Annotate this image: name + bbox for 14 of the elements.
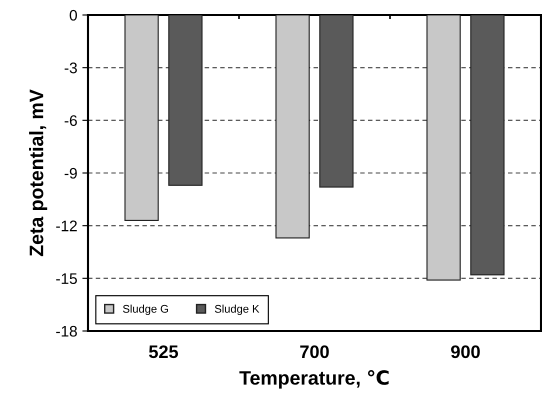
x-tick-label: 525	[148, 345, 178, 358]
x-axis-title: Temperature, ℃	[239, 370, 389, 389]
legend-label: Sludge K	[214, 304, 260, 315]
y-tick-label: 0	[70, 10, 77, 21]
y-tick-label: -3	[64, 62, 77, 74]
legend-label: Sludge G	[122, 304, 168, 315]
y-axis-title: Zeta potential, mV	[29, 89, 48, 256]
y-tick-label: -12	[56, 220, 77, 232]
x-tick-label: 900	[451, 345, 480, 358]
x-tick-label: 700	[300, 345, 329, 358]
y-tick-label: -6	[64, 115, 77, 126]
y-tick-label: -9	[64, 168, 77, 179]
y-tick-label: -15	[56, 273, 77, 284]
y-tick-label: -18	[56, 326, 77, 337]
